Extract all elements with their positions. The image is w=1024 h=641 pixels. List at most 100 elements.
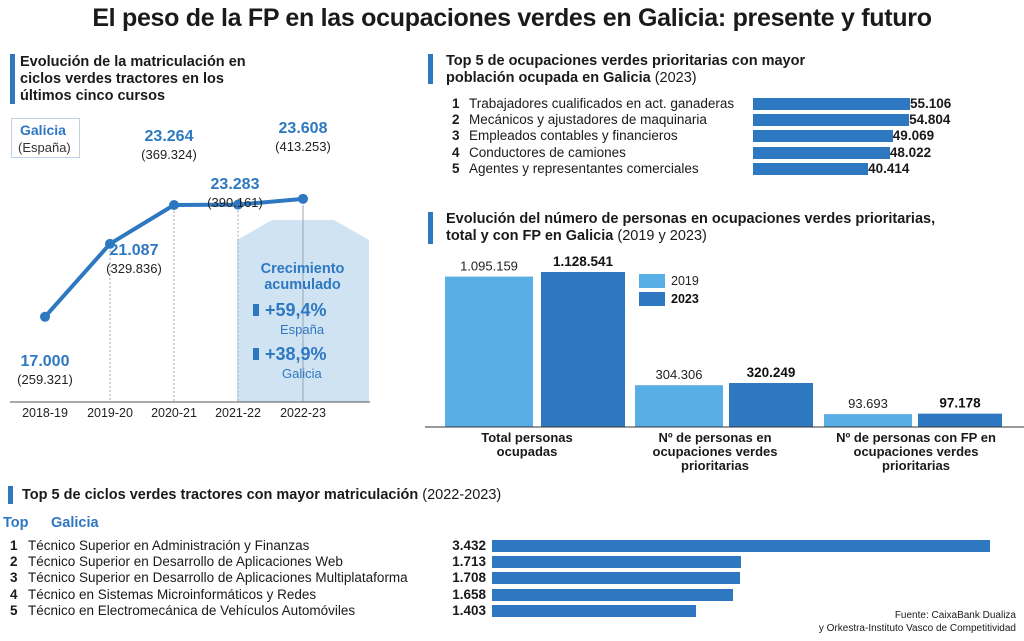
cycle-label: Técnico Superior en Desarrollo de Aplica…	[28, 554, 343, 570]
section-marker	[8, 486, 13, 504]
occupation-bar	[753, 98, 910, 110]
occupation-label: Conductores de camiones	[469, 144, 626, 160]
x-tick-label: 2022-23	[280, 406, 326, 420]
occupation-value: 48.022	[889, 144, 932, 160]
section-marker	[428, 54, 433, 84]
occupation-bar	[753, 162, 869, 175]
cycle-bar	[492, 588, 733, 601]
cycles-header-top: Top	[3, 515, 29, 531]
cycle-label: Técnico Superior en Desarrollo de Aplica…	[28, 570, 408, 586]
rank-number: 5	[452, 160, 460, 176]
cycle-label: Técnico en Electromecánica de Vehículos …	[28, 602, 356, 618]
bar-label-2023: 320.249	[747, 365, 796, 380]
rank-number: 2	[452, 112, 460, 128]
bar-2023	[918, 413, 1002, 427]
source-note: Fuente: CaixaBank Dualiza y Orkestra-Ins…	[818, 610, 1016, 634]
data-label-espana: (390.161)	[207, 195, 263, 210]
occupation-value: 40.414	[868, 160, 910, 176]
occupation-label: Agentes y representantes comerciales	[469, 160, 699, 176]
occupation-value: 54.804	[909, 112, 951, 128]
data-point	[169, 199, 179, 210]
cycle-bar	[492, 540, 990, 552]
legend-label-2019: 2019	[671, 274, 699, 288]
rank-number: 4	[452, 144, 460, 160]
legend-espana: (España)	[18, 140, 71, 155]
bar-label-2019: 1.095.159	[460, 259, 518, 274]
data-label-espana: (413.253)	[275, 139, 331, 154]
data-point	[298, 193, 308, 204]
x-tick-label: 2018-19	[22, 406, 68, 420]
legend-swatch-2023	[639, 292, 665, 306]
bar-label-2019: 93.693	[848, 396, 888, 411]
x-tick-label: 2020-21	[151, 406, 197, 420]
x-tick-label: 2021-22	[215, 406, 261, 420]
legend-label-2023: 2023	[671, 292, 699, 306]
line-chart: 2018-19 2019-20 2020-21 2021-22 2022-23 17.00…	[10, 120, 370, 420]
occupations-title: Top 5 de ocupaciones verdes prioritarias…	[446, 53, 806, 86]
section-marker	[428, 212, 433, 244]
section-marker	[10, 54, 15, 104]
bar-2019	[824, 414, 912, 427]
rank-number: 3	[452, 128, 460, 144]
growth-spain-value: +59,4%	[253, 300, 327, 321]
data-label-galicia: 23.283	[211, 176, 260, 193]
cycle-bar	[492, 604, 696, 617]
cycle-value: 1.658	[452, 586, 486, 602]
bar-2023	[729, 383, 813, 427]
grouped-bar-chart: 1.095.159 1.128.541 304.306 320.249 93.693 97…	[425, 254, 1024, 428]
bullet-icon	[253, 304, 259, 316]
rank-number: 5	[10, 602, 18, 618]
occupation-bar	[753, 114, 910, 127]
growth-spain-label: España	[280, 322, 325, 337]
rank-number: 4	[10, 586, 18, 602]
bar-2023	[541, 272, 625, 427]
bar-2019	[635, 385, 723, 427]
cycle-value: 1.403	[452, 602, 486, 618]
legend-galicia: Galicia	[20, 122, 66, 138]
data-point	[233, 199, 243, 210]
cycle-bar	[492, 556, 741, 569]
data-point	[105, 238, 115, 249]
bar-2019	[445, 276, 533, 427]
rank-number: 2	[10, 554, 18, 570]
data-label-espana: (369.324)	[141, 147, 197, 162]
bar-label-2023: 97.178	[939, 396, 981, 411]
data-label-galicia: 17.000	[21, 353, 70, 370]
occupation-value: 49.069	[892, 128, 935, 144]
cycle-bar	[492, 572, 740, 585]
category-label: Nº de personas con FP en ocupaciones ver…	[836, 430, 996, 473]
legend-swatch-2019	[639, 274, 665, 288]
data-label-espana: (329.836)	[106, 261, 162, 276]
line-chart-title: Evolución de la matriculación en ciclos …	[20, 54, 246, 104]
occupation-value: 55.106	[910, 96, 952, 111]
data-point	[40, 311, 50, 322]
data-label-espana: (259.321)	[17, 372, 73, 387]
rank-number: 3	[10, 570, 18, 586]
cycles-title: Top 5 de ciclos verdes tractores con may…	[22, 487, 502, 503]
cycles-header-region: Galicia	[51, 515, 99, 531]
rank-number: 1	[452, 96, 460, 111]
growth-title: Crecimiento acumulado	[260, 261, 345, 293]
cycle-value: 1.708	[452, 570, 486, 586]
bullet-icon	[253, 348, 259, 360]
cycle-value: 1.713	[452, 554, 486, 570]
data-label-galicia: 23.264	[145, 128, 194, 145]
cycle-label: Técnico en Sistemas Microinformáticos y …	[28, 586, 317, 602]
occupation-label: Mecánicos y ajustadores de maquinaria	[469, 112, 707, 128]
bar-label-2023: 1.128.541	[553, 254, 614, 269]
data-label-galicia: 21.087	[110, 242, 159, 259]
growth-galicia-label: Galicia	[282, 366, 322, 381]
data-label-galicia: 23.608	[279, 120, 328, 137]
x-tick-label: 2019-20	[87, 406, 133, 420]
grouped-chart-title: Evolución del número de personas en ocup…	[446, 211, 936, 244]
page-title: El peso de la FP en las ocupaciones verd…	[92, 4, 932, 32]
occupation-bar	[753, 146, 890, 159]
occupation-label: Empleados contables y financieros	[469, 128, 678, 144]
bar-label-2019: 304.306	[656, 367, 703, 382]
rank-number: 1	[10, 538, 18, 553]
category-label: Total personas ocupadas	[481, 430, 573, 459]
cycle-label: Técnico Superior en Administración y Fin…	[28, 538, 310, 553]
occupation-label: Trabajadores cualificados en act. ganade…	[469, 96, 735, 111]
growth-galicia-value: +38,9%	[253, 344, 327, 365]
category-label: Nº de personas en ocupaciones verdes pri…	[652, 430, 778, 473]
